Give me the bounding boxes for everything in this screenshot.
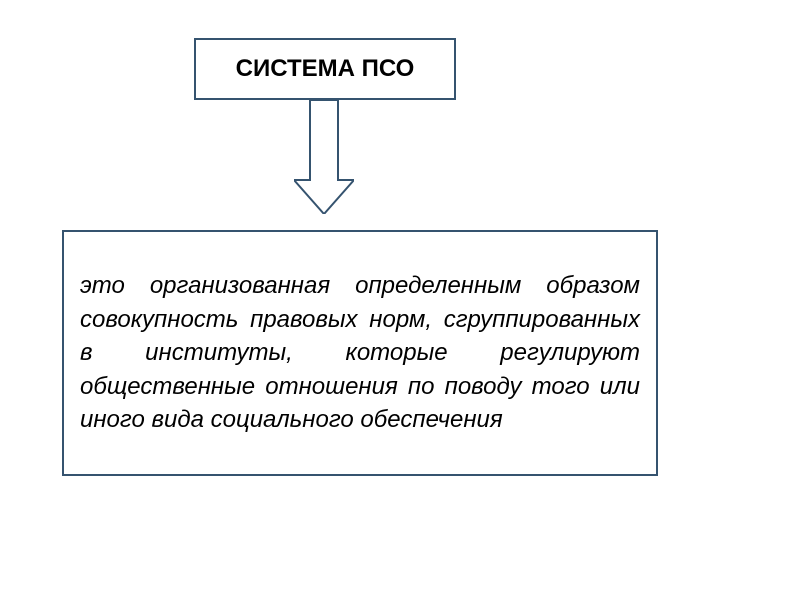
- title-text: СИСТЕМА ПСО: [236, 55, 415, 83]
- definition-box: это организованная определенным образом …: [62, 230, 658, 476]
- down-arrow-icon: [294, 100, 354, 214]
- definition-text: это организованная определенным образом …: [80, 269, 640, 437]
- title-box: СИСТЕМА ПСО: [194, 38, 456, 100]
- diagram-canvas: СИСТЕМА ПСО это организованная определен…: [0, 0, 800, 600]
